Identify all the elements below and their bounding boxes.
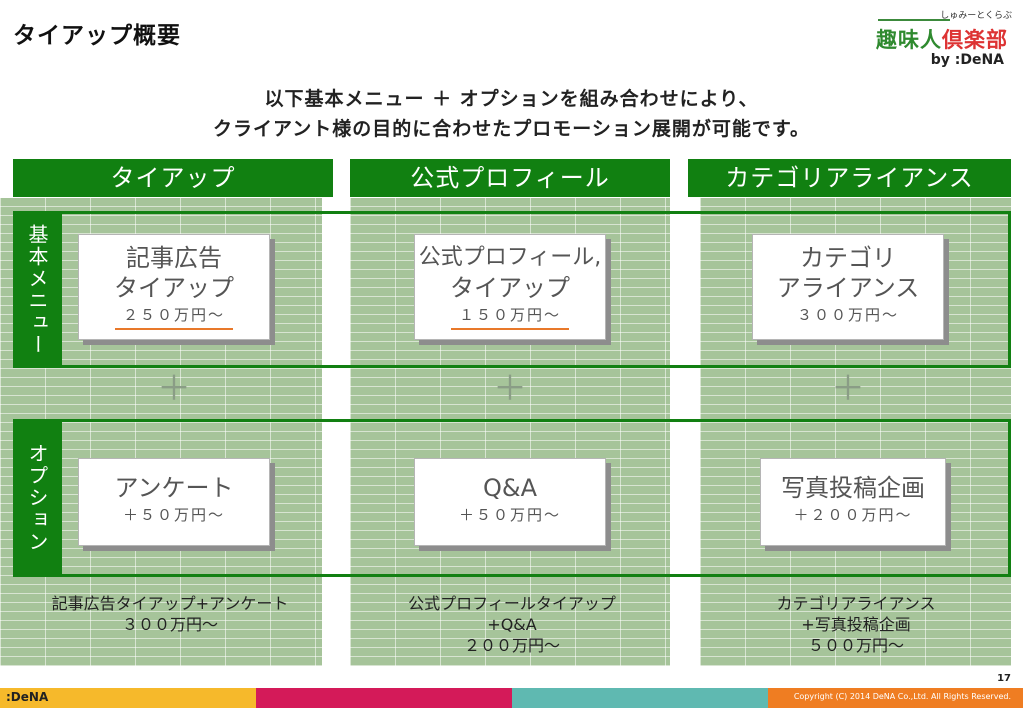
column-header-category-alliance: カテゴリアライアンス	[688, 159, 1011, 197]
intro-line-2: クライアント様の目的に合わせたプロモーション展開が可能です。	[213, 118, 810, 140]
footer-copyright: Copyright (C) 2014 DeNA Co.,Ltd. All Rig…	[793, 692, 1011, 701]
basic-card-tieup: 記事広告 タイアップ ２５０万円～	[78, 234, 270, 340]
column-header-official-profile: 公式プロフィール	[350, 159, 670, 197]
summary-tieup: 記事広告タイアップ+アンケート ３００万円～	[20, 593, 320, 635]
basic-card-price: ２５０万円～	[114, 305, 233, 330]
plus-sign-official-profile: ＋	[493, 369, 527, 409]
basic-card-line1: 記事広告	[126, 244, 222, 272]
option-card-qa: Q&A ＋５０万円～	[414, 458, 606, 546]
summary-line: ３００万円～	[121, 615, 218, 634]
option-card-price: ＋５０万円～	[122, 506, 225, 524]
basic-card-line1: 公式プロフィール,	[418, 245, 602, 270]
footer-segment-orange	[768, 688, 1023, 708]
footer-dena-logo: :DeNA	[6, 690, 49, 704]
plus-sign-tieup: ＋	[157, 369, 191, 409]
option-card-name: 写真投稿企画	[781, 474, 925, 502]
summary-line: +Q&A	[487, 615, 537, 634]
basic-card-line2: タイアップ	[450, 274, 570, 302]
column-header-tieup: タイアップ	[13, 159, 333, 197]
logo-name-red: 倶楽部	[942, 28, 1008, 52]
option-card-price: ＋２００万円～	[793, 506, 913, 524]
basic-card-line2: タイアップ	[114, 274, 234, 302]
summary-line: ２００万円～	[463, 636, 560, 655]
summary-category-alliance: カテゴリアライアンス +写真投稿企画 ５００万円～	[706, 593, 1006, 656]
basic-menu-label: 基本メニュー	[13, 211, 62, 368]
basic-card-line1: カテゴリ	[800, 244, 896, 272]
option-card-photo-contest: 写真投稿企画 ＋２００万円～	[760, 458, 946, 546]
summary-line: 公式プロフィールタイアップ	[408, 594, 616, 613]
footer-segment-yellow	[0, 688, 256, 708]
intro-line-1: 以下基本メニュー ＋ オプションを組み合わせにより、	[264, 88, 759, 110]
basic-card-category-alliance: カテゴリ アライアンス ３００万円～	[752, 234, 944, 340]
shumito-club-logo: しゅみーとくらぶ 趣味人倶楽部 by :DeNA	[872, 8, 1012, 74]
summary-line: +写真投稿企画	[801, 615, 911, 634]
logo-name: 趣味人倶楽部	[876, 24, 1008, 54]
page-number: 17	[997, 673, 1011, 684]
page-title: タイアップ概要	[13, 23, 181, 49]
footer-segment-magenta	[256, 688, 512, 708]
footer-bar: :DeNA Copyright (C) 2014 DeNA Co.,Ltd. A…	[0, 688, 1023, 708]
summary-line: カテゴリアライアンス	[776, 594, 936, 613]
basic-card-official-profile: 公式プロフィール, タイアップ １５０万円～	[414, 234, 606, 340]
basic-card-price: ３００万円～	[796, 306, 899, 324]
option-card-name: アンケート	[114, 474, 234, 502]
option-card-name: Q&A	[482, 474, 538, 502]
plus-sign-category-alliance: ＋	[831, 369, 865, 409]
logo-name-green: 趣味人	[876, 28, 942, 52]
logo-by-dena: by :DeNA	[930, 52, 1004, 68]
basic-card-price: １５０万円～	[450, 305, 569, 330]
summary-line: ５００万円～	[807, 636, 904, 655]
summary-line: 記事広告タイアップ+アンケート	[51, 594, 289, 613]
basic-card-line2: アライアンス	[776, 274, 920, 302]
summary-official-profile: 公式プロフィールタイアップ +Q&A ２００万円～	[357, 593, 667, 656]
option-card-price: ＋５０万円～	[458, 506, 561, 524]
option-card-questionnaire: アンケート ＋５０万円～	[78, 458, 270, 546]
footer-segment-teal	[512, 688, 768, 708]
option-label: オプション	[13, 419, 62, 577]
logo-kana: しゅみーとくらぶ	[940, 11, 1012, 21]
logo-line	[878, 19, 950, 21]
